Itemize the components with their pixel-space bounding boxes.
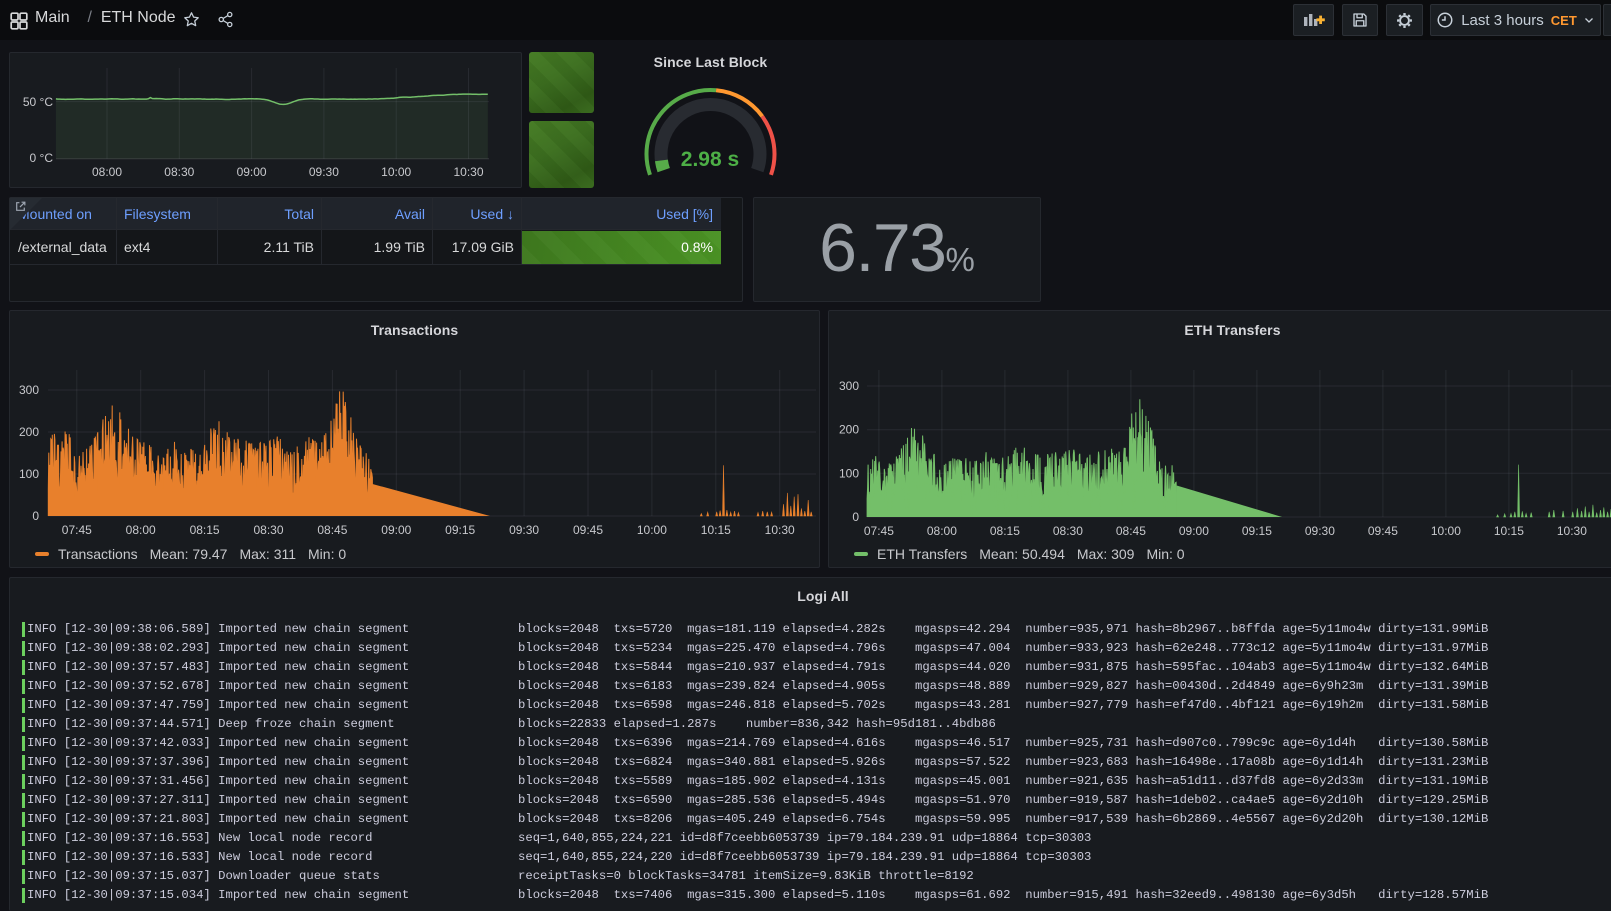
svg-text:0 °C: 0 °C bbox=[30, 151, 54, 165]
svg-text:50 °C: 50 °C bbox=[23, 95, 53, 109]
svg-text:08:30: 08:30 bbox=[253, 523, 283, 537]
svg-text:0: 0 bbox=[32, 509, 39, 523]
svg-text:07:45: 07:45 bbox=[62, 523, 92, 537]
svg-text:200: 200 bbox=[839, 423, 859, 437]
svg-text:09:45: 09:45 bbox=[1368, 524, 1398, 538]
svg-text:08:45: 08:45 bbox=[317, 523, 347, 537]
svg-text:10:30: 10:30 bbox=[1557, 524, 1587, 538]
svg-text:10:00: 10:00 bbox=[381, 165, 411, 179]
svg-text:08:00: 08:00 bbox=[927, 524, 957, 538]
svg-text:09:15: 09:15 bbox=[445, 523, 475, 537]
svg-text:09:00: 09:00 bbox=[381, 523, 411, 537]
svg-text:09:15: 09:15 bbox=[1242, 524, 1272, 538]
svg-text:10:00: 10:00 bbox=[637, 523, 667, 537]
svg-text:09:30: 09:30 bbox=[509, 523, 539, 537]
svg-text:08:15: 08:15 bbox=[190, 523, 220, 537]
svg-text:08:30: 08:30 bbox=[1053, 524, 1083, 538]
svg-text:200: 200 bbox=[19, 425, 39, 439]
svg-text:10:30: 10:30 bbox=[765, 523, 795, 537]
svg-text:10:15: 10:15 bbox=[701, 523, 731, 537]
svg-text:08:30: 08:30 bbox=[164, 165, 194, 179]
svg-text:08:00: 08:00 bbox=[126, 523, 156, 537]
svg-text:0: 0 bbox=[852, 510, 859, 524]
svg-text:09:45: 09:45 bbox=[573, 523, 603, 537]
svg-text:10:30: 10:30 bbox=[453, 165, 483, 179]
svg-text:100: 100 bbox=[19, 467, 39, 481]
svg-text:100: 100 bbox=[839, 466, 859, 480]
svg-text:09:00: 09:00 bbox=[1179, 524, 1209, 538]
svg-text:300: 300 bbox=[839, 379, 859, 393]
svg-text:07:45: 07:45 bbox=[864, 524, 894, 538]
svg-text:10:15: 10:15 bbox=[1494, 524, 1524, 538]
svg-text:2.98 s: 2.98 s bbox=[681, 148, 739, 171]
svg-text:09:30: 09:30 bbox=[1305, 524, 1335, 538]
svg-text:08:15: 08:15 bbox=[990, 524, 1020, 538]
svg-text:09:30: 09:30 bbox=[309, 165, 339, 179]
svg-text:10:00: 10:00 bbox=[1431, 524, 1461, 538]
svg-text:08:45: 08:45 bbox=[1116, 524, 1146, 538]
svg-text:300: 300 bbox=[19, 383, 39, 397]
svg-text:09:00: 09:00 bbox=[237, 165, 267, 179]
svg-text:08:00: 08:00 bbox=[92, 165, 122, 179]
